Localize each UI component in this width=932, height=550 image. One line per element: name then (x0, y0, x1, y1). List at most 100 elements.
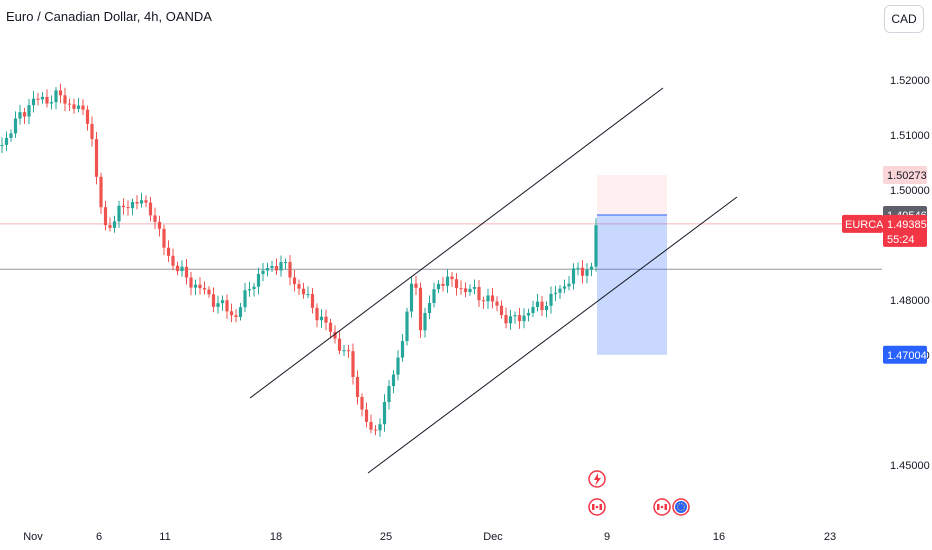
trend-channel (249, 87, 738, 474)
candle-body (13, 118, 18, 134)
candle-body (567, 283, 571, 287)
candles (0, 83, 598, 437)
candle-body (418, 287, 423, 331)
candle-body (103, 207, 108, 226)
candle-body (85, 109, 90, 124)
lightning-icon[interactable] (588, 470, 606, 488)
candle-body (526, 313, 531, 316)
candle-body (382, 401, 387, 425)
candle-body (436, 283, 441, 290)
candle-body (283, 262, 288, 264)
candle-body (513, 315, 517, 317)
stop-loss-zone (597, 174, 667, 215)
candle-body (153, 215, 157, 222)
candle-body (261, 270, 265, 275)
candle-body (405, 311, 409, 342)
candle-body (355, 376, 360, 397)
candle-body (549, 293, 553, 306)
candle-body (517, 315, 522, 322)
currency-button[interactable]: CAD (884, 5, 924, 33)
x-tick-label: 25 (380, 531, 392, 543)
event-markers[interactable] (588, 470, 690, 516)
flag-left (592, 504, 595, 510)
candle-body (396, 357, 400, 375)
candle-body (540, 301, 544, 311)
current-price-tag-bg (883, 214, 927, 247)
x-tick-label: Dec (483, 531, 503, 543)
candle-body (184, 266, 189, 278)
x-tick-label: 23 (824, 531, 836, 543)
candle-body (594, 225, 598, 267)
candle-body (454, 279, 459, 289)
candle-body (477, 286, 481, 301)
candle-body (45, 96, 49, 104)
candle-body (585, 269, 589, 276)
candle-body (108, 225, 112, 228)
candle-body (211, 294, 216, 307)
channel-upper-line (249, 87, 664, 399)
y-tick-label: 1.50000 (890, 185, 930, 197)
candle-body (256, 274, 261, 287)
candle-body (441, 283, 445, 286)
symbol-tag-bg (842, 214, 883, 233)
candle-body (364, 409, 369, 422)
eu-stars (677, 503, 685, 511)
candle-body (544, 305, 549, 311)
candle-body (319, 316, 324, 321)
x-tick-label: 9 (604, 531, 610, 543)
candle-body (31, 98, 36, 106)
candle-body (171, 255, 175, 266)
candle-body (175, 265, 180, 272)
time-axis[interactable]: Nov 6 11 18 25 Dec 9 16 23 (23, 531, 836, 543)
candle-body (553, 292, 558, 294)
candle-body (342, 350, 346, 352)
current-price-tag: 1.49385 (887, 219, 927, 231)
candle-body (121, 205, 126, 208)
candle-body (76, 105, 81, 109)
candle-body (292, 277, 297, 285)
candle-body (391, 374, 396, 387)
candle-body (351, 351, 355, 377)
canada-flag-icon[interactable] (588, 498, 606, 516)
candle-body (333, 331, 337, 339)
candle-body (414, 283, 418, 288)
candle-body (373, 429, 378, 431)
candle-body (576, 267, 580, 269)
candle-body (531, 306, 535, 314)
candle-body (369, 421, 373, 430)
candle-body (315, 307, 319, 321)
candle-body (265, 267, 270, 271)
candle-body (522, 315, 526, 322)
candle-body (9, 133, 13, 138)
candle-body (400, 341, 405, 358)
candle-body (495, 301, 499, 306)
candle-body (288, 262, 292, 278)
candle-body (112, 221, 117, 228)
candle-body (279, 262, 283, 271)
candle-body (126, 207, 130, 209)
eu-flag-icon[interactable] (672, 498, 690, 516)
price-axis[interactable]: 1.450001.460001.480001.500001.510001.520… (890, 75, 930, 472)
chart-title: Euro / Canadian Dollar, 4h, OANDA (6, 9, 212, 24)
target-price-tag-bg (883, 345, 927, 364)
candle-body (337, 338, 342, 351)
candle-body (409, 283, 414, 312)
x-tick-label: 6 (96, 531, 102, 543)
candle-body (270, 266, 274, 268)
candle-body (324, 316, 328, 323)
candle-body (387, 386, 391, 402)
candle-body (229, 311, 234, 316)
candle-body (243, 290, 247, 308)
candle-body (189, 277, 193, 288)
candle-body (166, 247, 171, 256)
candle-body (562, 286, 567, 289)
candle-body (0, 144, 4, 146)
candle-body (117, 205, 121, 222)
canada-flag-icon[interactable] (653, 498, 671, 516)
candle-body (360, 396, 364, 410)
candle-body (40, 96, 45, 100)
candle-body (81, 105, 85, 110)
candle-body (193, 284, 198, 288)
eu-disc (675, 501, 687, 513)
